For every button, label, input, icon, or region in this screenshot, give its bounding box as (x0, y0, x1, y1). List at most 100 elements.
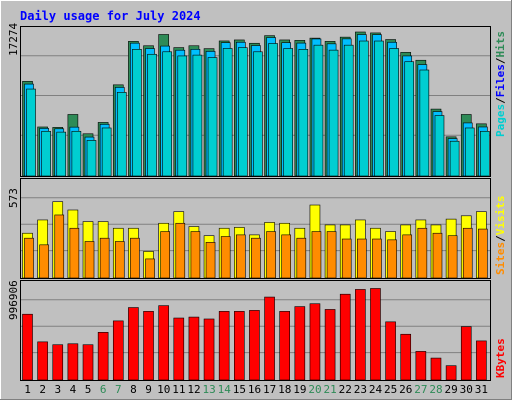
bar-pages-day-4 (71, 130, 82, 177)
bar-kbytes-day-30 (460, 326, 472, 381)
legend-sites: Sites (494, 242, 507, 275)
kbytes-max-label: 996906 (7, 280, 20, 320)
legend-sep-3: / (494, 235, 507, 242)
bar-sites-day-29 (447, 235, 458, 279)
bar-pages-day-12 (192, 54, 203, 177)
bar-kbytes-day-24 (370, 288, 381, 381)
bar-sites-day-24 (372, 238, 382, 279)
bar-kbytes-day-20 (309, 303, 321, 381)
bar-pages-day-20 (313, 44, 324, 177)
bar-pages-day-5 (86, 140, 97, 177)
bar-sites-day-26 (402, 234, 413, 279)
bar-sites-day-13 (205, 242, 216, 279)
bar-kbytes-day-22 (339, 293, 351, 381)
bar-pages-day-1 (26, 88, 36, 177)
bar-kbytes-day-21 (324, 309, 336, 381)
bar-pages-day-2 (41, 130, 51, 177)
bar-pages-day-13 (207, 57, 218, 177)
bar-kbytes-day-4 (67, 343, 79, 381)
bar-pages-day-3 (56, 131, 67, 177)
x-tick-label: 30 (460, 383, 473, 396)
x-tick-label: 11 (172, 383, 185, 396)
bar-pages-day-14 (222, 48, 233, 177)
bar-kbytes-day-12 (188, 316, 200, 381)
bar-sites-day-30 (462, 227, 473, 279)
x-tick-label: 25 (384, 383, 397, 396)
x-tick-label: 10 (157, 383, 170, 396)
bar-kbytes-day-27 (415, 351, 427, 381)
x-tick-label: 13 (202, 383, 215, 396)
bar-kbytes-day-7 (112, 320, 124, 381)
bar-sites-day-10 (160, 231, 170, 279)
bar-sites-day-5 (84, 241, 95, 279)
bar-pages-day-18 (283, 48, 293, 177)
bar-pages-day-15 (238, 47, 248, 177)
bar-sites-day-20 (311, 231, 322, 279)
visits-panel-legend: Sites/Visits (494, 196, 507, 276)
bar-kbytes-day-23 (355, 289, 366, 381)
bar-sites-day-21 (326, 231, 337, 279)
bar-kbytes-day-25 (385, 321, 396, 381)
bar-kbytes-day-3 (52, 344, 64, 381)
x-tick-label: 4 (70, 383, 77, 396)
bar-sites-day-8 (130, 237, 140, 279)
bar-sites-day-3 (54, 214, 65, 279)
bar-kbytes-day-31 (476, 340, 487, 381)
hits-max-label: 17274 (7, 23, 20, 56)
bar-sites-day-4 (69, 227, 80, 279)
bar-sites-day-1 (24, 237, 34, 279)
x-tick-label: 3 (55, 383, 62, 396)
bar-kbytes-day-16 (249, 310, 260, 381)
legend-hits: Hits (494, 31, 507, 58)
bar-kbytes-day-14 (218, 311, 230, 381)
bar-sites-day-2 (39, 244, 49, 279)
legend-pages: Pages (494, 104, 507, 137)
x-tick-label: 12 (187, 383, 200, 396)
bar-kbytes-day-17 (264, 296, 275, 381)
x-tick-label: 15 (233, 383, 246, 396)
bar-pages-day-25 (389, 48, 399, 177)
bar-pages-day-22 (343, 44, 354, 177)
kbytes-panel-legend: KBytes (494, 338, 507, 378)
x-tick-label: 2 (39, 383, 46, 396)
bar-pages-day-17 (268, 43, 278, 177)
bar-kbytes-day-29 (445, 365, 457, 381)
x-tick-label: 28 (429, 383, 442, 396)
bar-kbytes-day-13 (203, 318, 215, 381)
hits-panel-legend: Pages/Files/Hits (494, 31, 507, 137)
bar-pages-day-10 (162, 51, 172, 177)
bar-pages-day-16 (253, 51, 263, 177)
x-tick-label: 5 (85, 383, 92, 396)
bar-kbytes-day-9 (143, 311, 154, 381)
x-tick-label: 14 (218, 383, 232, 396)
legend-visits: Visits (494, 196, 507, 236)
bar-pages-day-26 (404, 61, 415, 177)
bar-pages-day-27 (419, 69, 430, 177)
bar-sites-day-25 (387, 239, 397, 279)
bar-pages-day-21 (328, 49, 339, 177)
bar-sites-day-28 (432, 232, 443, 279)
bar-kbytes-day-28 (430, 357, 442, 381)
bar-pages-day-19 (298, 49, 309, 177)
x-tick-label: 8 (130, 383, 137, 396)
bar-sites-day-6 (99, 237, 110, 279)
visits-max-label: 573 (7, 188, 20, 208)
bar-kbytes-day-19 (294, 306, 306, 381)
bar-sites-day-17 (266, 231, 276, 279)
bar-pages-day-29 (449, 140, 460, 177)
bar-sites-day-7 (114, 241, 125, 279)
x-tick-label: 19 (293, 383, 306, 396)
bar-kbytes-day-18 (279, 311, 290, 381)
x-tick-label: 22 (339, 383, 352, 396)
bar-sites-day-31 (478, 228, 488, 279)
bar-kbytes-day-10 (158, 305, 169, 381)
bar-sites-day-12 (190, 231, 201, 279)
x-tick-label: 26 (399, 383, 412, 396)
x-tick-label: 17 (263, 383, 276, 396)
bar-pages-day-7 (116, 92, 127, 177)
x-tick-label: 16 (248, 383, 261, 396)
x-tick-label: 6 (100, 383, 107, 396)
x-tick-label: 1 (24, 383, 31, 396)
bar-kbytes-day-11 (173, 317, 185, 381)
